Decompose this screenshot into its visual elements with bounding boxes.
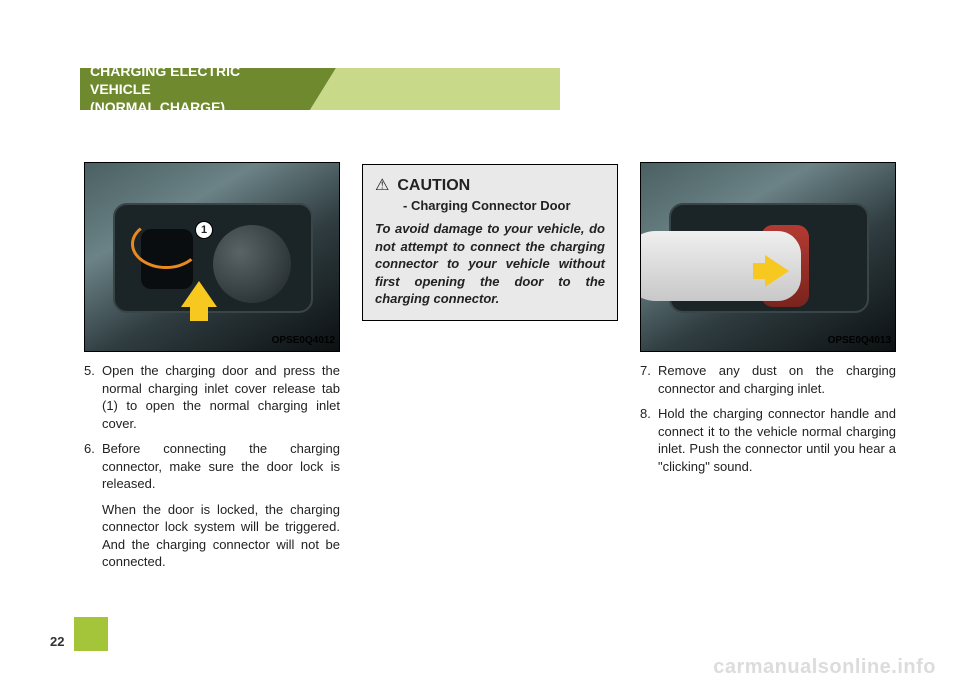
warning-icon: ⚠ <box>375 178 389 194</box>
watermark: carmanualsonline.info <box>713 656 936 679</box>
header-line2: (NORMAL CHARGE) <box>90 98 300 116</box>
section-header: CHARGING ELECTRIC VEHICLE (NORMAL CHARGE… <box>80 68 560 110</box>
caution-body: To avoid damage to your vehicle, do not … <box>375 220 605 308</box>
step-text: Before connecting the charging connector… <box>102 440 340 493</box>
step-text: Open the charging door and press the nor… <box>102 362 340 432</box>
step-followup-text: When the door is locked, the charging co… <box>102 501 340 571</box>
list-item: 8. Hold the charging connector handle an… <box>640 405 896 475</box>
section-header-accent <box>336 68 560 110</box>
column-right: OPSE0Q4013 7. Remove any dust on the cha… <box>640 162 896 571</box>
figure-connector-insert: OPSE0Q4013 <box>640 162 896 352</box>
figure-charging-door: 1 OPSE0Q4012 <box>84 162 340 352</box>
step-text: Hold the charging connector handle and c… <box>658 405 896 475</box>
section-header-title: CHARGING ELECTRIC VEHICLE (NORMAL CHARGE… <box>80 68 310 110</box>
page-number: 22 <box>50 634 74 651</box>
list-item: 5. Open the charging door and press the … <box>84 362 340 432</box>
column-middle: ⚠ CAUTION - Charging Connector Door To a… <box>362 162 618 571</box>
arrow-up-icon <box>181 281 217 307</box>
figure-label: OPSE0Q4012 <box>272 334 335 348</box>
caution-head: ⚠ CAUTION <box>375 175 605 197</box>
page-accent-square <box>74 617 108 651</box>
caution-box: ⚠ CAUTION - Charging Connector Door To a… <box>362 164 618 321</box>
list-item: 7. Remove any dust on the charging conne… <box>640 362 896 397</box>
step-number: 5. <box>84 362 102 432</box>
step-number: 6. <box>84 440 102 493</box>
page-number-block: 22 <box>50 617 108 651</box>
figure-label: OPSE0Q4013 <box>828 334 891 348</box>
column-left: 1 OPSE0Q4012 5. Open the charging door a… <box>84 162 340 571</box>
header-line1: CHARGING ELECTRIC VEHICLE <box>90 62 300 98</box>
content-columns: 1 OPSE0Q4012 5. Open the charging door a… <box>84 162 900 571</box>
inlet-cap <box>213 225 291 303</box>
list-item: 6. Before connecting the charging connec… <box>84 440 340 493</box>
step-number: 8. <box>640 405 658 475</box>
caution-title: CAUTION <box>397 175 470 197</box>
step-text: Remove any dust on the charging connecto… <box>658 362 896 397</box>
step-number: 7. <box>640 362 658 397</box>
steps-list-right: 7. Remove any dust on the charging conne… <box>640 362 896 475</box>
steps-list-left: 5. Open the charging door and press the … <box>84 362 340 493</box>
rotate-arrow-icon <box>131 219 201 269</box>
page: CHARGING ELECTRIC VEHICLE (NORMAL CHARGE… <box>0 0 960 689</box>
arrow-right-icon <box>765 255 789 287</box>
caution-subtitle: - Charging Connector Door <box>403 197 605 215</box>
callout-marker-1: 1 <box>195 221 213 239</box>
